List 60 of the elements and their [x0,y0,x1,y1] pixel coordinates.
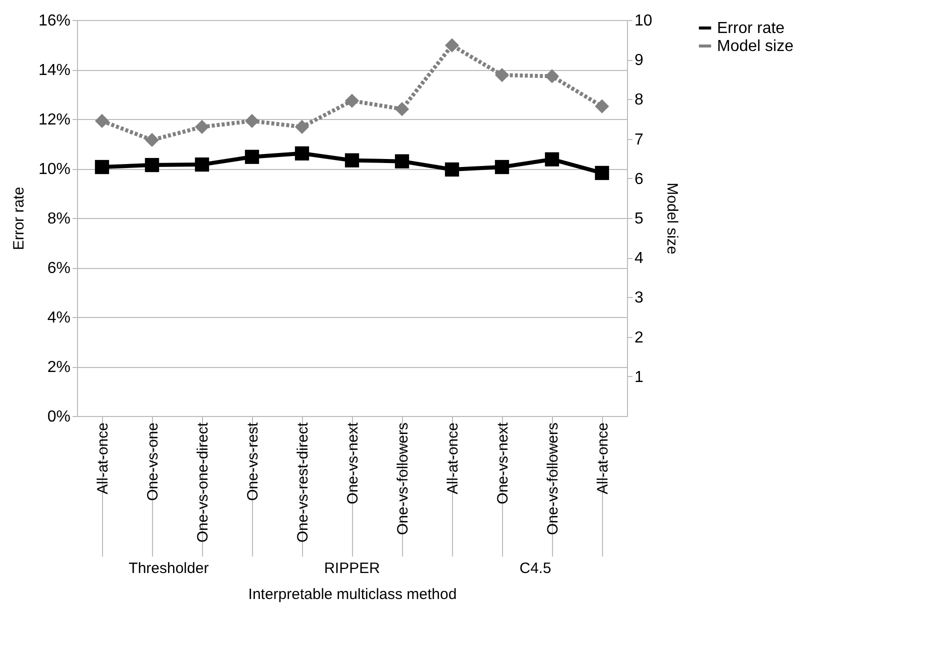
point [144,158,160,172]
point [594,166,610,180]
x-tick-label: One-vs-next [494,422,512,504]
y2-tick-label: 8 [634,92,644,109]
legend-label: Model size [717,38,794,55]
x-axis-title: Interpretable multiclass method [248,586,457,603]
y2-tick-label: 10 [634,12,652,30]
point [344,153,360,168]
x-tick-label: All-at-once [94,422,112,494]
y2-tick-label: 6 [634,170,644,188]
x-tick-label: All-at-once [444,422,462,494]
y-tick-label: 14% [38,62,70,79]
y-tick-label: 16% [38,12,70,30]
y-axis-title: Error rate [10,186,28,250]
point [544,152,560,166]
x-tick-label: One-vs-rest [244,422,262,501]
point [394,102,410,116]
y2-axis-title: Model size [663,182,680,254]
point [244,150,260,164]
text: Thresholder [128,560,209,577]
text: RIPPER [324,560,380,577]
point [444,38,460,52]
y-tick-label: 6% [47,260,70,277]
point [194,120,210,134]
point [494,160,510,174]
point [444,162,460,177]
point [94,114,110,128]
point [394,154,410,168]
point [344,94,360,108]
point [194,157,210,172]
point [294,146,310,160]
y-tick-label: 4% [47,310,70,326]
x-tick-label: One-vs-one [144,422,162,501]
x-tick-label: All-at-once [594,422,612,494]
y2-tick-label: 5 [634,210,644,228]
y-tick-label: 2% [47,359,70,376]
point [244,114,260,128]
x-tick-label: One-vs-followers [544,422,562,536]
point [494,68,510,82]
y-tick-label: 0% [47,408,70,426]
y-tick-label: 10% [38,161,70,178]
x-tick-label: One-vs-followers [394,422,412,536]
x-tick-label: One-vs-rest-direct [294,422,312,543]
y-tick-label: 8% [47,210,70,228]
y2-tick-label: 3 [634,290,644,307]
point [594,99,610,114]
point [144,132,160,148]
y-tick-label: 12% [38,112,70,128]
text: C4.5 [519,560,552,577]
point [94,160,110,174]
y2-tick-label: 4 [634,250,644,268]
x-tick-label: One-vs-next [344,422,362,504]
x-tick-label: One-vs-one-direct [194,422,212,543]
y2-tick-label: 9 [634,52,644,70]
point [294,120,310,134]
y2-tick-label: 1 [634,368,644,386]
y2-tick-label: 2 [634,329,644,346]
y2-tick-label: 7 [634,131,644,148]
legend-label: Error rate [717,20,785,37]
point [544,69,560,84]
